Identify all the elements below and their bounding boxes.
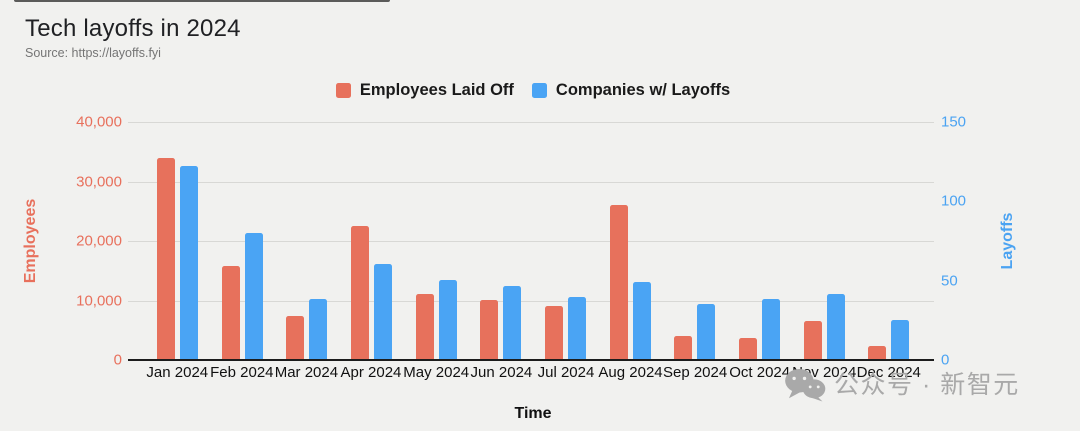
x-tick-label: Apr 2024	[340, 364, 402, 381]
watermark: 公众号 · 新智元	[784, 368, 1020, 402]
bar-companies[interactable]	[438, 280, 457, 359]
left-axis-ticks: 0 10,000 20,000 30,000 40,000	[0, 114, 122, 369]
x-tick-label: Jun 2024	[470, 364, 533, 381]
bar-group-may	[404, 122, 469, 359]
legend-label-employees: Employees Laid Off	[359, 80, 514, 99]
right-axis-ticks: 0 50 100 150	[941, 114, 1001, 369]
right-axis-title: Layoffs	[999, 212, 1016, 270]
bar-employees[interactable]	[156, 157, 175, 359]
bar-group-sep	[662, 122, 727, 359]
x-tick-label: Jan 2024	[146, 364, 209, 381]
left-tick-label: 10,000	[76, 292, 122, 309]
bar-employees[interactable]	[674, 335, 693, 359]
right-tick-label: 150	[941, 113, 967, 131]
top-edge-line	[14, 0, 390, 2]
bar-group-dec	[856, 122, 921, 359]
bar-companies[interactable]	[891, 319, 910, 359]
bar-group-nov	[792, 122, 857, 359]
bar-companies[interactable]	[697, 303, 716, 359]
left-tick-label: 40,000	[76, 113, 122, 131]
gridline-10000	[128, 300, 934, 302]
bar-group-jun	[468, 122, 533, 359]
bar-employees[interactable]	[415, 293, 434, 359]
x-tick-label: Feb 2024	[210, 364, 274, 381]
right-tick-label: 50	[941, 272, 958, 290]
bar-employees[interactable]	[609, 204, 628, 359]
bar-group-feb	[210, 122, 275, 359]
bar-group-aug	[598, 122, 663, 359]
bar-group-jul	[533, 122, 598, 359]
left-tick-label: 20,000	[76, 232, 122, 250]
bar-companies[interactable]	[309, 298, 328, 359]
x-axis-labels: Jan 2024 Feb 2024 Mar 2024 Apr 2024 May 2024…	[145, 364, 921, 381]
left-tick-label: 30,000	[76, 173, 122, 190]
right-tick-label: 100	[941, 192, 967, 210]
plot-gridlines	[128, 122, 934, 361]
bar-companies[interactable]	[244, 232, 263, 359]
x-tick-label: Aug 2024	[598, 364, 663, 381]
left-axis-title: Employees	[22, 198, 39, 284]
bar-companies[interactable]	[179, 166, 198, 359]
bar-employees[interactable]	[221, 265, 240, 359]
gridline-20000	[128, 241, 934, 242]
bar-employees[interactable]	[350, 226, 369, 359]
legend-label-companies: Companies w/ Layoffs	[555, 80, 731, 99]
x-axis-title: Time	[514, 405, 552, 422]
bar-employees[interactable]	[738, 337, 757, 359]
bar-group-apr	[339, 122, 404, 359]
legend-swatch-companies-icon	[531, 82, 547, 98]
chart-title: Tech layoffs in 2024	[25, 15, 241, 42]
legend-item-employees[interactable]: Employees Laid Off	[335, 80, 514, 100]
bar-group-mar	[274, 122, 339, 359]
x-tick-label: May 2024	[403, 364, 470, 381]
chart-source: Source: https://layoffs.fyi	[25, 46, 161, 60]
left-tick-label: 0	[113, 351, 122, 369]
x-tick-label: Dec 2024	[856, 364, 921, 381]
x-tick-label: Jul 2024	[537, 364, 595, 381]
legend: Employees Laid Off Companies w/ Layoffs	[145, 80, 921, 100]
gridline-40000	[128, 122, 934, 123]
legend-swatch-employees-icon	[335, 82, 351, 98]
watermark-text: 公众号 · 新智元	[834, 370, 1020, 399]
bar-companies[interactable]	[632, 281, 651, 359]
bar-employees[interactable]	[803, 320, 822, 359]
bar-employees[interactable]	[544, 306, 563, 359]
x-tick-label: Mar 2024	[274, 364, 339, 381]
bar-group-oct	[727, 122, 792, 359]
x-tick-label: Oct 2024	[729, 364, 791, 381]
bar-companies[interactable]	[826, 294, 845, 359]
legend-item-companies[interactable]: Companies w/ Layoffs	[531, 80, 731, 100]
bar-companies[interactable]	[761, 298, 780, 359]
bar-group-jan	[145, 122, 210, 359]
x-tick-label: Sep 2024	[662, 364, 728, 381]
bar-companies[interactable]	[567, 297, 586, 359]
bars-area	[145, 122, 921, 359]
wechat-icon	[785, 368, 826, 402]
x-axis-line	[128, 359, 934, 361]
bar-companies[interactable]	[373, 264, 392, 359]
bar-companies[interactable]	[503, 286, 522, 359]
bar-employees[interactable]	[868, 345, 887, 359]
bar-employees[interactable]	[480, 299, 499, 359]
bar-employees[interactable]	[286, 315, 305, 359]
right-tick-label: 0	[941, 351, 950, 369]
gridline-30000	[128, 181, 934, 183]
